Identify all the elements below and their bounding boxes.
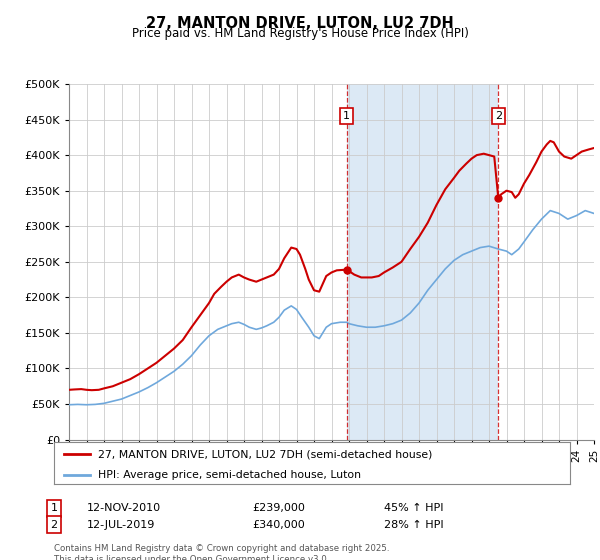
Text: 27, MANTON DRIVE, LUTON, LU2 7DH: 27, MANTON DRIVE, LUTON, LU2 7DH <box>146 16 454 31</box>
Text: 2: 2 <box>495 111 502 121</box>
Text: Price paid vs. HM Land Registry's House Price Index (HPI): Price paid vs. HM Land Registry's House … <box>131 27 469 40</box>
Text: £340,000: £340,000 <box>252 520 305 530</box>
Text: £239,000: £239,000 <box>252 503 305 514</box>
Text: HPI: Average price, semi-detached house, Luton: HPI: Average price, semi-detached house,… <box>98 470 361 480</box>
Text: 12-JUL-2019: 12-JUL-2019 <box>87 520 155 530</box>
Text: 27, MANTON DRIVE, LUTON, LU2 7DH (semi-detached house): 27, MANTON DRIVE, LUTON, LU2 7DH (semi-d… <box>98 449 432 459</box>
Text: 45% ↑ HPI: 45% ↑ HPI <box>384 503 443 514</box>
Text: 1: 1 <box>343 111 350 121</box>
Text: 1: 1 <box>50 503 58 514</box>
Text: 28% ↑ HPI: 28% ↑ HPI <box>384 520 443 530</box>
Text: 12-NOV-2010: 12-NOV-2010 <box>87 503 161 514</box>
Text: Contains HM Land Registry data © Crown copyright and database right 2025.
This d: Contains HM Land Registry data © Crown c… <box>54 544 389 560</box>
Bar <box>347 84 498 440</box>
Text: 2: 2 <box>50 520 58 530</box>
